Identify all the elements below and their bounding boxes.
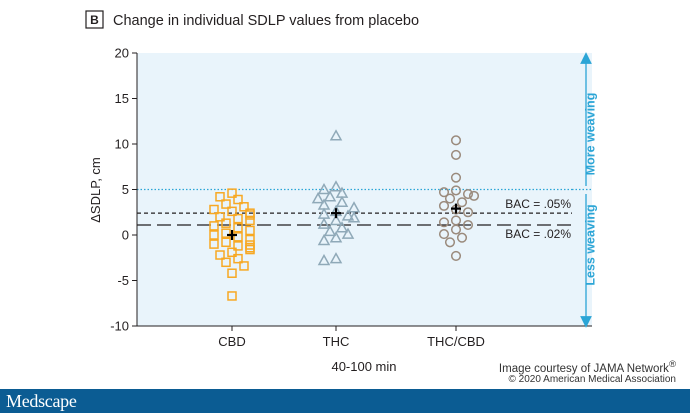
cbd-data-point [245, 244, 255, 255]
thc-data-point [317, 182, 331, 195]
x-tick-label: CBD [218, 334, 245, 349]
cbd-data-point [221, 237, 231, 248]
copyright-notice: © 2020 American Medical Association [508, 374, 676, 385]
cbd-data-point [233, 241, 243, 251]
cbd-data-point [215, 250, 225, 260]
cbd-data-point [221, 199, 231, 209]
chart-title: Change in individual SDLP values from pl… [113, 13, 419, 29]
y-tick-label: -5 [117, 273, 129, 288]
registered-mark: ® [668, 359, 676, 370]
thc-data-point [329, 252, 343, 264]
x-axis-label: 40-100 min [331, 359, 396, 374]
thc-cbd-data-point [468, 190, 480, 201]
cbd-data-point [233, 253, 243, 264]
panel-letter-box [85, 10, 104, 29]
cbd-data-point [209, 239, 219, 249]
thc-cbd-data-point [450, 172, 462, 183]
thc-cbd-data-point [450, 135, 462, 146]
thc-data-point [317, 233, 331, 246]
thc-data-point [347, 211, 361, 223]
x-tick-label: THC [323, 334, 350, 349]
thc-data-point [335, 195, 349, 207]
thc-data-point [317, 253, 331, 266]
x-tick-label: THC/CBD [427, 334, 485, 349]
cbd-data-point [233, 194, 243, 205]
panel-letter: B [90, 13, 99, 27]
cbd-data-point [233, 232, 243, 242]
y-tick-label: 5 [122, 182, 129, 197]
cbd-data-point [221, 228, 231, 238]
cbd-data-point [209, 221, 219, 231]
less-weaving-label: Less weaving [583, 204, 597, 285]
thc-cbd-data-point [450, 224, 462, 235]
thc-cbd-data-point [462, 189, 474, 200]
cbd-data-point [227, 291, 237, 301]
y-axis-label: ΔSDLP, cm [88, 157, 103, 223]
thc-cbd-data-point [438, 187, 450, 198]
cbd-data-point [209, 230, 219, 240]
cbd-data-point [227, 268, 237, 278]
cbd-data-point [245, 215, 255, 226]
thc-cbd-data-point [438, 229, 450, 240]
thc-data-point [329, 213, 343, 226]
bac-02-label: BAC = .02% [505, 227, 571, 241]
thc-cbd-data-point [456, 232, 468, 243]
y-tick-label: 10 [115, 137, 129, 152]
cbd-data-point [227, 206, 237, 217]
cbd-data-point [221, 218, 231, 228]
cbd-data-point [221, 257, 231, 268]
thc-data-point [323, 224, 337, 237]
cbd-data-point [215, 212, 225, 222]
mean-marker-thc-cbd [451, 203, 461, 214]
cbd-data-point [209, 204, 219, 215]
thc-cbd-data-point [444, 237, 456, 248]
thc-data-point [335, 221, 349, 233]
thc-data-point [341, 209, 355, 221]
y-axis: -10 -5 0 5 10 15 20 [110, 46, 138, 334]
thc-cbd-data-point [450, 149, 462, 160]
mean-markers [227, 203, 461, 240]
thc-cbd-data-point [444, 193, 456, 204]
y-tick-label: 0 [122, 228, 129, 243]
more-weaving-label: More weaving [583, 93, 597, 176]
cbd-data-point [227, 188, 237, 198]
cbd-data-point [239, 202, 249, 212]
thc-cbd-data-point [462, 219, 474, 231]
thc-data-point [329, 180, 343, 192]
cbd-data-point [227, 247, 237, 258]
cbd-data-point [233, 222, 243, 233]
thc-cbd-data-point [450, 185, 462, 196]
image-credit: Image courtesy of JAMA Network® [499, 359, 676, 375]
cbd-data-point [245, 210, 255, 220]
cbd-data-point [245, 225, 255, 236]
image-credit-text: Image courtesy of JAMA Network [498, 362, 669, 375]
thc-data-point [329, 231, 343, 243]
cbd-data-point [239, 261, 249, 271]
data-points [209, 129, 480, 301]
thc-data-point [323, 190, 337, 202]
mean-marker-thc [331, 208, 341, 219]
y-tick-label: 15 [115, 91, 129, 106]
thc-data-point [329, 129, 343, 141]
thc-cbd-data-point [462, 207, 474, 218]
cbd-data-point [233, 213, 243, 224]
thc-cbd-data-point [450, 250, 462, 261]
bac-05-label: BAC = .05% [505, 197, 571, 211]
chart: B Change in individual SDLP values from … [85, 10, 597, 374]
thc-cbd-data-point [456, 197, 468, 208]
thc-data-point [311, 192, 325, 204]
y-tick-label: -10 [110, 319, 129, 334]
thc-data-point [341, 227, 355, 239]
x-axis: CBD THC THC/CBD [137, 325, 592, 349]
medscape-logo: Medscape [6, 391, 77, 411]
cbd-data-point [215, 192, 225, 202]
thc-data-point [317, 217, 331, 229]
thc-cbd-data-point [438, 200, 450, 211]
footer-bar: Medscape [0, 389, 690, 413]
mean-marker-cbd [227, 230, 237, 240]
y-tick-label: 20 [115, 46, 129, 61]
thc-cbd-data-point [438, 217, 450, 228]
